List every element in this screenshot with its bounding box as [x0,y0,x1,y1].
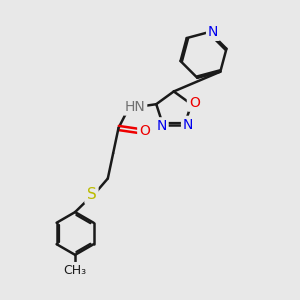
Text: N: N [183,118,194,132]
Text: S: S [87,187,96,202]
Text: O: O [139,124,150,138]
Text: N: N [208,25,218,39]
Text: CH₃: CH₃ [64,264,87,277]
Text: HN: HN [124,100,145,114]
Text: N: N [156,119,167,133]
Text: O: O [189,96,200,110]
